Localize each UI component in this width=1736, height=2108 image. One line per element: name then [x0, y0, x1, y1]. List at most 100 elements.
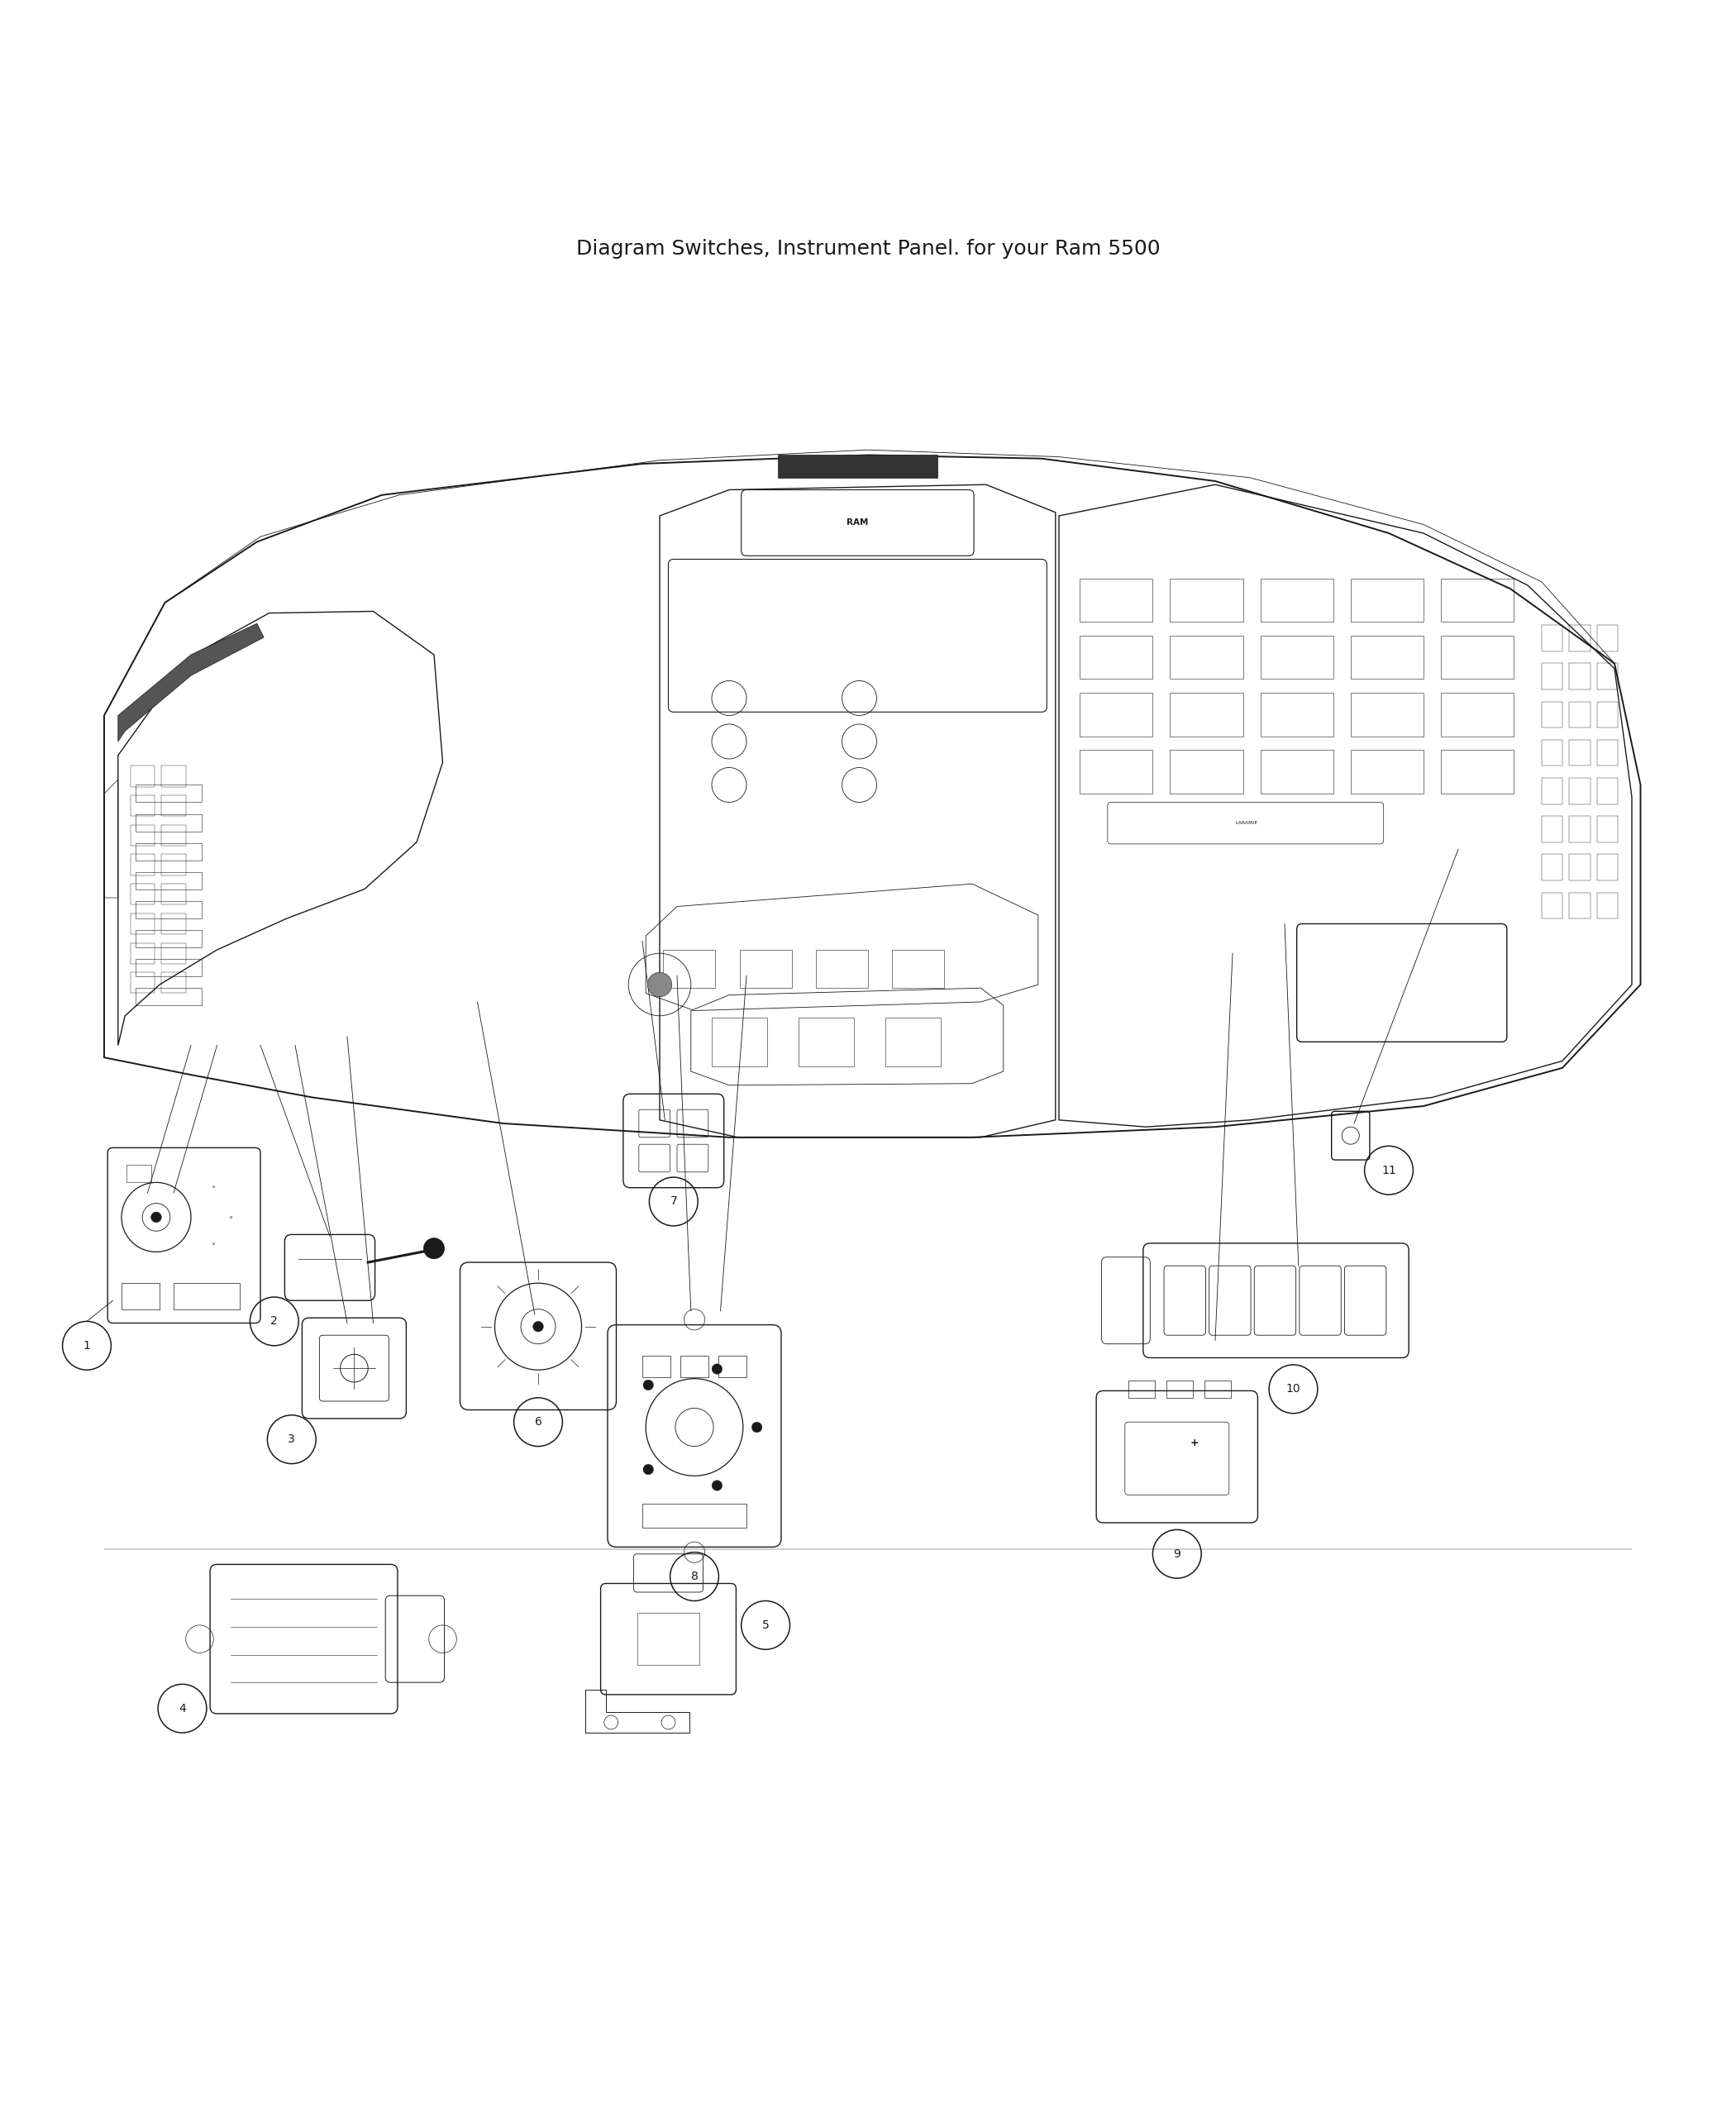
Polygon shape [118, 624, 264, 742]
Bar [1351, 694, 1424, 736]
Text: 6: 6 [535, 1417, 542, 1427]
Bar [712, 1018, 767, 1067]
Polygon shape [778, 455, 937, 479]
Bar [1597, 816, 1618, 843]
Bar [1542, 854, 1562, 881]
Bar [642, 1503, 746, 1528]
Bar [130, 883, 155, 904]
Bar [681, 1355, 708, 1377]
Bar [1569, 702, 1590, 727]
Text: 8: 8 [691, 1570, 698, 1583]
Bar [1351, 750, 1424, 793]
Circle shape [648, 972, 672, 997]
Bar [1167, 1381, 1193, 1398]
Bar [135, 900, 201, 919]
Text: 11: 11 [1382, 1164, 1396, 1176]
Text: 3: 3 [288, 1433, 295, 1446]
Bar [1569, 778, 1590, 803]
Bar [1542, 778, 1562, 803]
Circle shape [533, 1322, 543, 1332]
Bar [1569, 626, 1590, 651]
Bar [1128, 1381, 1154, 1398]
Text: +: + [1189, 1438, 1200, 1448]
Bar [1260, 637, 1333, 679]
Bar [885, 1018, 941, 1067]
Bar [1542, 664, 1562, 689]
Text: 1: 1 [83, 1341, 90, 1351]
Text: 2: 2 [271, 1315, 278, 1328]
Text: RAM: RAM [847, 519, 868, 527]
Bar [122, 1284, 160, 1309]
Bar [161, 824, 186, 845]
Bar [740, 951, 792, 989]
Circle shape [752, 1423, 762, 1433]
Bar [161, 795, 186, 816]
Bar [1080, 694, 1153, 736]
Bar [161, 883, 186, 904]
Bar [135, 814, 201, 831]
Bar [799, 1018, 854, 1067]
Bar [1542, 816, 1562, 843]
Bar [1170, 694, 1243, 736]
Circle shape [712, 1480, 722, 1490]
Bar [130, 854, 155, 875]
Bar [130, 972, 155, 993]
Bar [174, 1284, 240, 1309]
Bar [1542, 702, 1562, 727]
Bar [135, 959, 201, 976]
Text: o: o [229, 1214, 233, 1218]
Bar [1542, 626, 1562, 651]
Text: 4: 4 [179, 1703, 186, 1714]
Bar [637, 1613, 700, 1665]
Circle shape [712, 1364, 722, 1374]
Text: Diagram Switches, Instrument Panel. for your Ram 5500: Diagram Switches, Instrument Panel. for … [576, 238, 1160, 259]
Bar [1080, 750, 1153, 793]
Bar [127, 1166, 151, 1183]
Bar [1260, 694, 1333, 736]
Bar [1569, 892, 1590, 919]
Bar [1597, 626, 1618, 651]
Bar [1597, 778, 1618, 803]
Bar [135, 843, 201, 860]
Bar [1597, 892, 1618, 919]
Bar [816, 951, 868, 989]
Circle shape [642, 1465, 653, 1476]
Bar [1569, 816, 1590, 843]
Bar [1441, 637, 1514, 679]
Bar [1351, 637, 1424, 679]
Bar [1569, 740, 1590, 765]
Bar [1441, 750, 1514, 793]
Bar [161, 765, 186, 786]
Bar [1597, 702, 1618, 727]
Text: 10: 10 [1286, 1383, 1300, 1395]
Bar [1260, 578, 1333, 622]
Bar [1441, 578, 1514, 622]
Bar [1080, 578, 1153, 622]
Bar [1597, 740, 1618, 765]
Bar [1597, 664, 1618, 689]
Text: *: * [212, 1185, 215, 1191]
Bar [1569, 854, 1590, 881]
Bar [1542, 892, 1562, 919]
Bar [1441, 694, 1514, 736]
Bar [1351, 578, 1424, 622]
Bar [135, 989, 201, 1006]
Bar [135, 873, 201, 890]
Text: *: * [212, 1242, 215, 1248]
Bar [642, 1355, 670, 1377]
Bar [130, 795, 155, 816]
Text: 9: 9 [1174, 1547, 1180, 1560]
Bar [161, 972, 186, 993]
Circle shape [151, 1212, 161, 1223]
Bar [663, 951, 715, 989]
Circle shape [424, 1237, 444, 1258]
Text: 7: 7 [670, 1195, 677, 1208]
Bar [1080, 637, 1153, 679]
Bar [1260, 750, 1333, 793]
Bar [161, 913, 186, 934]
Bar [1205, 1381, 1231, 1398]
Bar [1597, 854, 1618, 881]
Bar [1569, 664, 1590, 689]
Bar [130, 913, 155, 934]
Bar [135, 930, 201, 946]
